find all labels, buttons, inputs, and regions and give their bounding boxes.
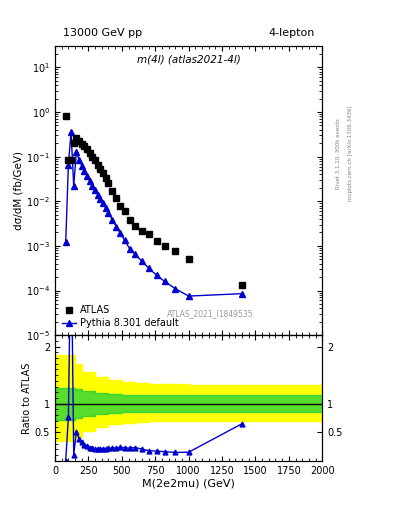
ATLAS	[173, 248, 178, 254]
ATLAS	[186, 256, 191, 262]
Pythia 8.301 default	[74, 148, 79, 155]
Pythia 8.301 default	[122, 237, 127, 243]
Line: ATLAS: ATLAS	[63, 114, 245, 288]
ATLAS	[154, 238, 159, 244]
Text: ATLAS_2021_I1849535: ATLAS_2021_I1849535	[167, 309, 253, 318]
ATLAS	[69, 157, 73, 163]
Text: m(4l) (atlas2021-4l): m(4l) (atlas2021-4l)	[137, 55, 241, 65]
Pythia 8.301 default	[85, 173, 90, 179]
ATLAS	[63, 113, 68, 119]
Pythia 8.301 default	[186, 293, 191, 299]
Pythia 8.301 default	[66, 162, 71, 168]
Pythia 8.301 default	[79, 162, 84, 168]
Text: 13000 GeV pp: 13000 GeV pp	[62, 28, 142, 38]
Y-axis label: dσ/dM (fb/GeV): dσ/dM (fb/GeV)	[13, 151, 23, 230]
ATLAS	[95, 162, 100, 168]
ATLAS	[140, 227, 144, 233]
Pythia 8.301 default	[69, 129, 73, 135]
Pythia 8.301 default	[173, 286, 178, 292]
Pythia 8.301 default	[90, 183, 95, 189]
ATLAS	[240, 282, 244, 288]
Pythia 8.301 default	[72, 183, 76, 189]
ATLAS	[101, 170, 105, 177]
Pythia 8.301 default	[133, 251, 138, 258]
Pythia 8.301 default	[101, 200, 105, 206]
ATLAS	[114, 195, 119, 201]
Pythia 8.301 default	[106, 210, 111, 216]
Pythia 8.301 default	[93, 187, 97, 193]
Pythia 8.301 default	[118, 230, 123, 237]
ATLAS	[98, 165, 103, 172]
ATLAS	[162, 243, 167, 249]
Pythia 8.301 default	[87, 178, 92, 184]
ATLAS	[118, 203, 123, 209]
ATLAS	[103, 175, 108, 181]
ATLAS	[106, 180, 111, 186]
Text: mcplots.cern.ch [arXiv:1306.3436]: mcplots.cern.ch [arXiv:1306.3436]	[348, 106, 353, 201]
Pythia 8.301 default	[146, 265, 151, 271]
X-axis label: M(2e2mu) (GeV): M(2e2mu) (GeV)	[142, 478, 235, 488]
Pythia 8.301 default	[110, 217, 115, 223]
ATLAS	[122, 208, 127, 214]
ATLAS	[87, 150, 92, 156]
Text: 4-lepton: 4-lepton	[268, 28, 314, 38]
Legend: ATLAS, Pythia 8.301 default: ATLAS, Pythia 8.301 default	[60, 304, 181, 330]
ATLAS	[146, 231, 151, 238]
ATLAS	[90, 154, 95, 160]
Pythia 8.301 default	[63, 239, 68, 245]
ATLAS	[133, 223, 138, 229]
ATLAS	[66, 157, 71, 163]
Pythia 8.301 default	[127, 246, 132, 252]
Pythia 8.301 default	[154, 272, 159, 279]
Pythia 8.301 default	[114, 224, 119, 230]
Pythia 8.301 default	[77, 157, 81, 163]
ATLAS	[93, 157, 97, 163]
Text: Rivet 3.1.10, 300k events: Rivet 3.1.10, 300k events	[336, 118, 341, 189]
ATLAS	[79, 141, 84, 147]
ATLAS	[127, 217, 132, 223]
Pythia 8.301 default	[240, 291, 244, 297]
ATLAS	[77, 138, 81, 144]
Pythia 8.301 default	[95, 191, 100, 198]
ATLAS	[85, 146, 90, 153]
ATLAS	[110, 188, 115, 194]
Pythia 8.301 default	[162, 279, 167, 285]
ATLAS	[72, 140, 76, 146]
Line: Pythia 8.301 default: Pythia 8.301 default	[63, 130, 245, 299]
Pythia 8.301 default	[98, 196, 103, 202]
Pythia 8.301 default	[82, 168, 87, 174]
Pythia 8.301 default	[140, 258, 144, 264]
ATLAS	[74, 135, 79, 141]
ATLAS	[82, 143, 87, 150]
Y-axis label: Ratio to ATLAS: Ratio to ATLAS	[22, 362, 32, 434]
Pythia 8.301 default	[103, 205, 108, 211]
